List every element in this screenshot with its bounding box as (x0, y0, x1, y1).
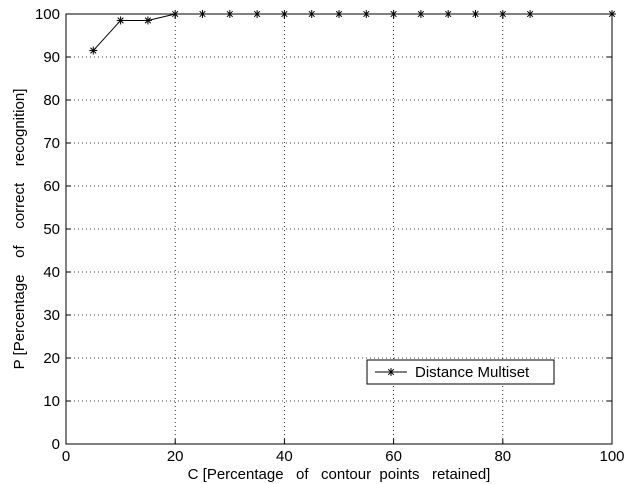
data-point (416, 10, 425, 18)
data-point (526, 10, 535, 18)
data-point (253, 10, 262, 18)
x-axis-label: C [Percentage of contour points retained… (188, 466, 491, 483)
x-tick-label: 0 (62, 448, 70, 465)
x-tick-label: 100 (599, 448, 624, 465)
y-tick-label: 90 (43, 49, 60, 66)
data-point (116, 16, 125, 25)
data-point (225, 10, 234, 18)
y-tick-label: 40 (43, 264, 60, 281)
data-point (143, 16, 152, 25)
y-tick-label: 100 (35, 6, 60, 23)
y-tick-label: 50 (43, 221, 60, 238)
data-point (362, 10, 371, 18)
y-tick-label: 10 (43, 393, 60, 410)
x-tick-label: 80 (494, 448, 511, 465)
legend-label: Distance Multiset (415, 364, 530, 381)
data-point (89, 46, 98, 55)
tick-labels: 0 20 40 60 80 100 0 10 20 30 40 50 60 70 80 90 100 (35, 6, 625, 465)
legend-marker-icon (387, 368, 395, 376)
y-tick-label: 20 (43, 350, 60, 367)
data-point (280, 10, 289, 18)
y-tick-label: 80 (43, 92, 60, 109)
series-group (89, 10, 616, 55)
x-tick-label: 40 (276, 448, 293, 465)
y-tick-label: 30 (43, 307, 60, 324)
legend: Distance Multiset (366, 359, 555, 385)
data-point (335, 10, 343, 18)
x-tick-label: 20 (167, 448, 184, 465)
y-axis-label: P [Percentage of correct recognition] (11, 89, 28, 370)
legend-asterisk (387, 368, 395, 376)
y-tick-label: 60 (43, 178, 60, 195)
series-line (92, 13, 612, 51)
data-point (444, 10, 453, 18)
data-point (608, 10, 616, 18)
data-point (198, 10, 207, 18)
y-tick-label: 0 (52, 436, 60, 453)
data-point (389, 10, 398, 18)
x-tick-label: 60 (385, 448, 402, 465)
y-tick-label: 70 (43, 135, 60, 152)
data-point (498, 10, 507, 18)
grid-lines (66, 14, 612, 444)
data-point (171, 10, 180, 18)
data-point (307, 10, 316, 18)
data-point (471, 10, 480, 18)
